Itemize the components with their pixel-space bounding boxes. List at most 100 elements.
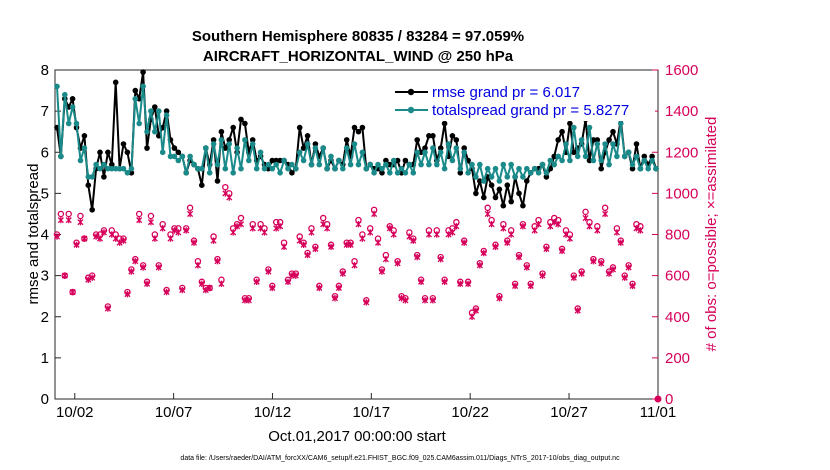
assimilated-obs-marker [468,313,476,320]
totalspread-point [89,174,95,180]
y-right-tick-label: 1600 [665,62,698,79]
totalspread-point [625,149,632,156]
totalspread-point [253,165,260,172]
assimilated-obs-marker [637,227,644,234]
totalspread-point [54,83,60,90]
assimilated-obs-marker [382,255,389,263]
totalspread-point [265,161,272,168]
totalspread-point [445,141,452,147]
totalspread-point [144,128,150,135]
rmse-point [610,128,616,135]
totalspread-point [637,165,644,172]
x-tick-label: 10/02 [56,404,94,421]
assimilated-obs-marker [218,280,225,288]
totalspread-point [238,165,244,172]
rmse-point [273,157,280,164]
rmse-point [422,145,428,151]
assimilated-obs-marker [355,221,362,228]
assimilated-obs-marker [574,307,581,314]
assimilated-obs-marker [402,297,409,304]
assimilated-obs-marker [151,235,158,242]
assimilated-obs-marker [527,282,534,290]
possible-obs-marker [319,214,327,222]
rmse-point [163,108,170,114]
totalspread-point [633,153,640,160]
assimilated-obs-marker [488,221,495,228]
rmse-point [383,157,389,164]
totalspread-point [159,149,166,156]
assimilated-obs-marker [140,264,147,271]
totalspread-point [304,141,311,147]
y-right-tick-label: 1200 [665,144,698,161]
totalspread-point [97,165,103,172]
assimilated-obs-marker [61,272,68,279]
totalspread-point [422,149,428,156]
possible-obs-marker [147,212,155,220]
assimilated-obs-marker [484,210,491,218]
totalspread-point [606,161,612,168]
assimilated-obs-marker [230,229,237,236]
totalspread-point [504,174,511,180]
assimilated-obs-marker [327,243,335,251]
rmse-point [500,202,507,209]
assimilated-obs-marker [65,216,72,224]
totalspread-point [191,161,197,168]
totalspread-point [547,157,554,164]
assimilated-obs-marker [124,290,131,298]
rmse-point [379,170,385,176]
assimilated-obs-marker [273,225,280,232]
assimilated-obs-marker [570,274,577,281]
assimilated-obs-marker [390,231,397,238]
totalspread-point [152,128,158,135]
totalspread-point [531,165,538,172]
assimilated-obs-marker [277,223,284,230]
totalspread-point [410,170,417,176]
totalspread-point [512,174,518,180]
totalspread-point [539,161,546,168]
assimilated-obs-marker [543,245,550,253]
assimilated-obs-marker [465,280,472,288]
assimilated-obs-marker [245,297,252,304]
legend-spread-marker [407,106,415,114]
assimilated-obs-marker [96,235,104,242]
totalspread-point [105,165,111,172]
assimilated-obs-marker [89,274,96,281]
assimilated-obs-marker [324,225,331,232]
assimilated-obs-marker [472,307,479,314]
totalspread-point [210,141,217,147]
totalspread-point [430,145,436,151]
totalspread-point [555,153,561,160]
possible-obs-marker [582,208,589,216]
rmse-point [461,145,468,151]
possible-obs-marker [77,212,84,220]
assimilated-obs-marker [73,241,80,248]
assimilated-obs-marker [617,239,624,246]
totalspread-point [148,108,154,114]
totalspread-point [465,170,471,176]
assimilated-obs-marker [159,225,166,232]
totalspread-point [218,137,225,143]
rmse-point [606,137,612,143]
rmse-point [586,157,593,164]
totalspread-point [367,161,374,168]
x-tick-label: 10/22 [451,404,489,421]
assimilated-obs-marker [265,268,272,275]
assimilated-obs-marker [77,218,84,226]
possible-obs-marker [186,204,194,212]
y-right-tick-label: 1400 [665,103,698,120]
assimilated-obs-marker [335,284,342,292]
assimilated-obs-marker [120,237,127,244]
rmse-point [402,157,409,164]
rmse-point [304,133,311,139]
assimilated-obs-marker [104,305,111,312]
rmse-point [152,104,158,110]
totalspread-point [101,161,107,168]
rmse-point [414,137,421,143]
totalspread-point [351,141,358,147]
totalspread-point [610,141,616,147]
rmse-point [214,178,221,184]
totalspread-point [551,161,557,168]
assimilated-obs-marker [480,249,487,257]
totalspread-point [371,170,377,176]
rmse-point [144,145,150,151]
